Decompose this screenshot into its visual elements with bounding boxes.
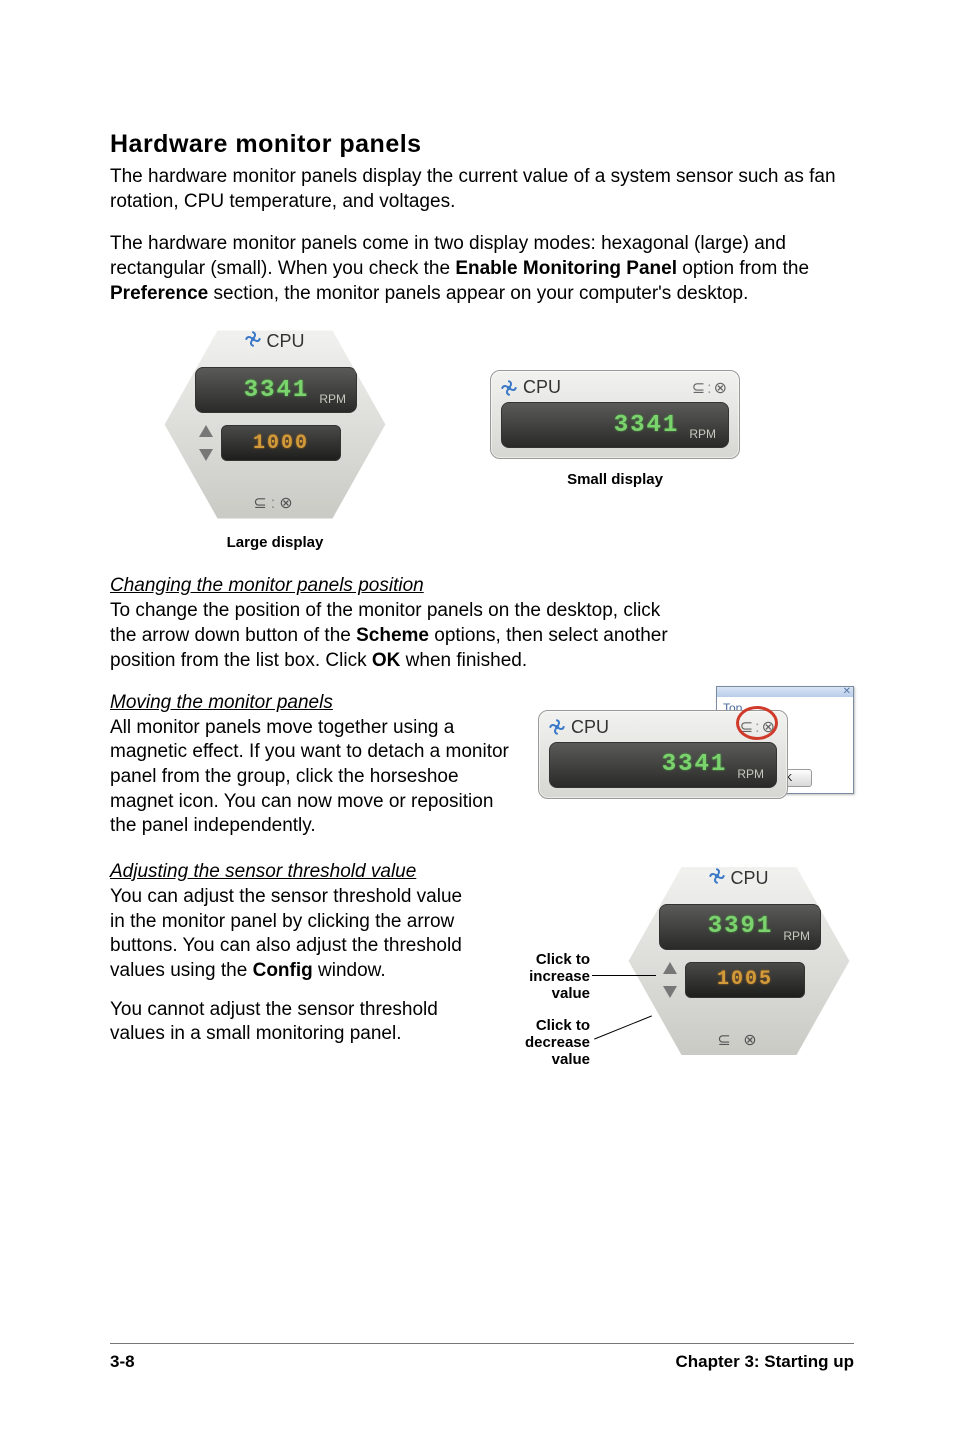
moving-panels-body: All monitor panels move together using a… — [110, 716, 510, 839]
large-display-caption: Large display — [227, 534, 324, 551]
adjusting-threshold-heading: Adjusting the sensor threshold value — [110, 861, 466, 883]
large-panel-unit: RPM — [319, 392, 346, 406]
small-panel-value: 3341 — [614, 412, 680, 439]
large-panel-threshold-value: 1000 — [253, 432, 309, 455]
moving-panels-heading: Moving the monitor panels — [110, 692, 510, 714]
small-display-figure: CPU ⊆:⊗ 3341 RPM Small display — [490, 370, 740, 488]
leader-line — [592, 975, 656, 976]
config-term: Config — [253, 960, 313, 981]
close-icon[interactable]: ⊗ — [714, 380, 729, 397]
adjust-panel-readout: 3391 RPM — [659, 904, 821, 950]
large-panel-threshold: 1000 — [221, 425, 341, 461]
decrease-label: Click to decrease value — [494, 1017, 590, 1069]
scheme-term: Scheme — [356, 625, 429, 646]
large-panel-title: CPU — [267, 331, 305, 351]
small-panel-readout: 3341 RPM — [549, 742, 777, 788]
fan-icon — [709, 868, 725, 884]
close-icon[interactable]: ⊗ — [279, 495, 296, 512]
close-icon[interactable]: ✕ — [843, 686, 851, 697]
scheme-window-titlebar: ✕ — [717, 687, 853, 697]
small-panel-title: CPU — [571, 717, 609, 738]
adjust-panel-threshold: 1005 — [685, 962, 805, 998]
small-display-caption: Small display — [567, 471, 663, 488]
intro-2e: section, the monitor panels appear on yo… — [208, 283, 748, 304]
adjusting-threshold-body: You can adjust the sensor threshold valu… — [110, 885, 466, 984]
adjust-panel-title: CPU — [731, 868, 769, 888]
txt: when finished. — [400, 650, 527, 671]
magnet-icon[interactable]: ⊆ — [253, 495, 270, 512]
enable-monitoring-panel-term: Enable Monitoring Panel — [455, 258, 677, 279]
increase-arrow-button[interactable] — [663, 962, 677, 974]
adjusting-threshold-note: You cannot adjust the sensor threshold v… — [110, 998, 466, 1047]
preference-term: Preference — [110, 283, 208, 304]
adjust-panel-value: 3391 — [708, 913, 774, 940]
small-panel-unit: RPM — [737, 767, 764, 781]
fan-icon — [245, 331, 261, 347]
small-panel-unit: RPM — [689, 427, 716, 441]
chapter-label: Chapter 3: Starting up — [675, 1352, 854, 1372]
page-heading: Hardware monitor panels — [110, 130, 854, 159]
page-number: 3-8 — [110, 1352, 135, 1372]
small-panel-readout: 3341 RPM — [501, 402, 729, 448]
intro-2c: option from the — [677, 258, 809, 279]
increase-label: Click to increase value — [494, 951, 590, 1003]
adjust-panel-unit: RPM — [783, 929, 810, 943]
large-panel-value: 3341 — [244, 377, 310, 404]
changing-position-heading: Changing the monitor panels position — [110, 575, 854, 597]
fan-icon — [501, 380, 517, 396]
ok-term: OK — [372, 650, 401, 671]
small-panel[interactable]: CPU ⊆:⊗ 3341 RPM — [490, 370, 740, 459]
fan-icon — [549, 719, 565, 735]
adjust-panel[interactable]: CPU 3391 RPM 1005 ⊆ ⊗ — [624, 861, 854, 1061]
adjust-threshold-figure: CPU 3391 RPM 1005 ⊆ ⊗ — [494, 861, 854, 1101]
small-panel-title: CPU — [523, 377, 561, 398]
decrease-arrow-button[interactable] — [199, 449, 213, 461]
magnet-icon[interactable]: ⊆ — [692, 380, 707, 397]
large-panel[interactable]: CPU 3341 RPM 1000 ⊆:⊗ — [160, 324, 390, 524]
decrease-arrow-button[interactable] — [663, 986, 677, 998]
large-panel-readout: 3341 RPM — [195, 367, 357, 413]
txt: window. — [313, 960, 386, 981]
magnet-highlight-circle — [736, 706, 778, 740]
increase-arrow-button[interactable] — [199, 425, 213, 437]
small-panel-value: 3341 — [662, 751, 728, 778]
magnet-icon[interactable]: ⊆ — [717, 1032, 734, 1049]
large-display-figure: CPU 3341 RPM 1000 ⊆:⊗ — [160, 324, 390, 551]
intro-paragraph-1: The hardware monitor panels display the … — [110, 165, 854, 214]
close-icon[interactable]: ⊗ — [743, 1032, 760, 1049]
adjust-panel-threshold-value: 1005 — [717, 968, 773, 991]
changing-position-body: To change the position of the monitor pa… — [110, 599, 670, 673]
intro-paragraph-2: The hardware monitor panels come in two … — [110, 232, 854, 306]
